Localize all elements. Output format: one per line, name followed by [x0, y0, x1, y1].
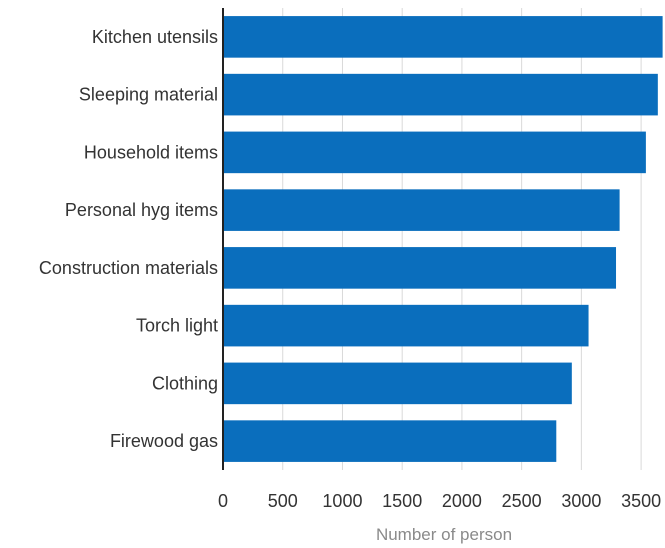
bar: [223, 247, 617, 289]
category-label: Firewood gas: [110, 431, 218, 451]
bar: [223, 420, 557, 462]
category-label: Torch light: [136, 316, 218, 336]
bar: [223, 16, 663, 58]
x-tick-label: 3500: [621, 491, 661, 511]
x-tick-label: 0: [218, 491, 228, 511]
x-tick-label: 500: [268, 491, 298, 511]
bar: [223, 362, 572, 405]
x-tick-label: 1500: [382, 491, 422, 511]
bars: [223, 16, 663, 462]
x-tick-label: 3000: [561, 491, 601, 511]
x-axis-title: Number of person: [376, 525, 512, 544]
category-label: Clothing: [152, 373, 218, 393]
bar: [223, 73, 658, 116]
x-tick-label: 2500: [502, 491, 542, 511]
category-label: Construction materials: [39, 258, 218, 278]
category-label: Kitchen utensils: [92, 27, 218, 47]
category-label: Sleeping material: [79, 85, 218, 105]
bar: [223, 189, 620, 231]
category-labels: Kitchen utensils Sleeping material Househo…: [39, 27, 218, 451]
bar: [223, 304, 589, 347]
x-tick-label: 1000: [322, 491, 362, 511]
bar: [223, 131, 646, 174]
x-tick-labels: 0 500 1000 1500 2000 2500 3000 3500: [218, 491, 661, 511]
x-tick-label: 2000: [442, 491, 482, 511]
category-label: Household items: [84, 142, 218, 162]
category-label: Personal hyg items: [65, 200, 218, 220]
